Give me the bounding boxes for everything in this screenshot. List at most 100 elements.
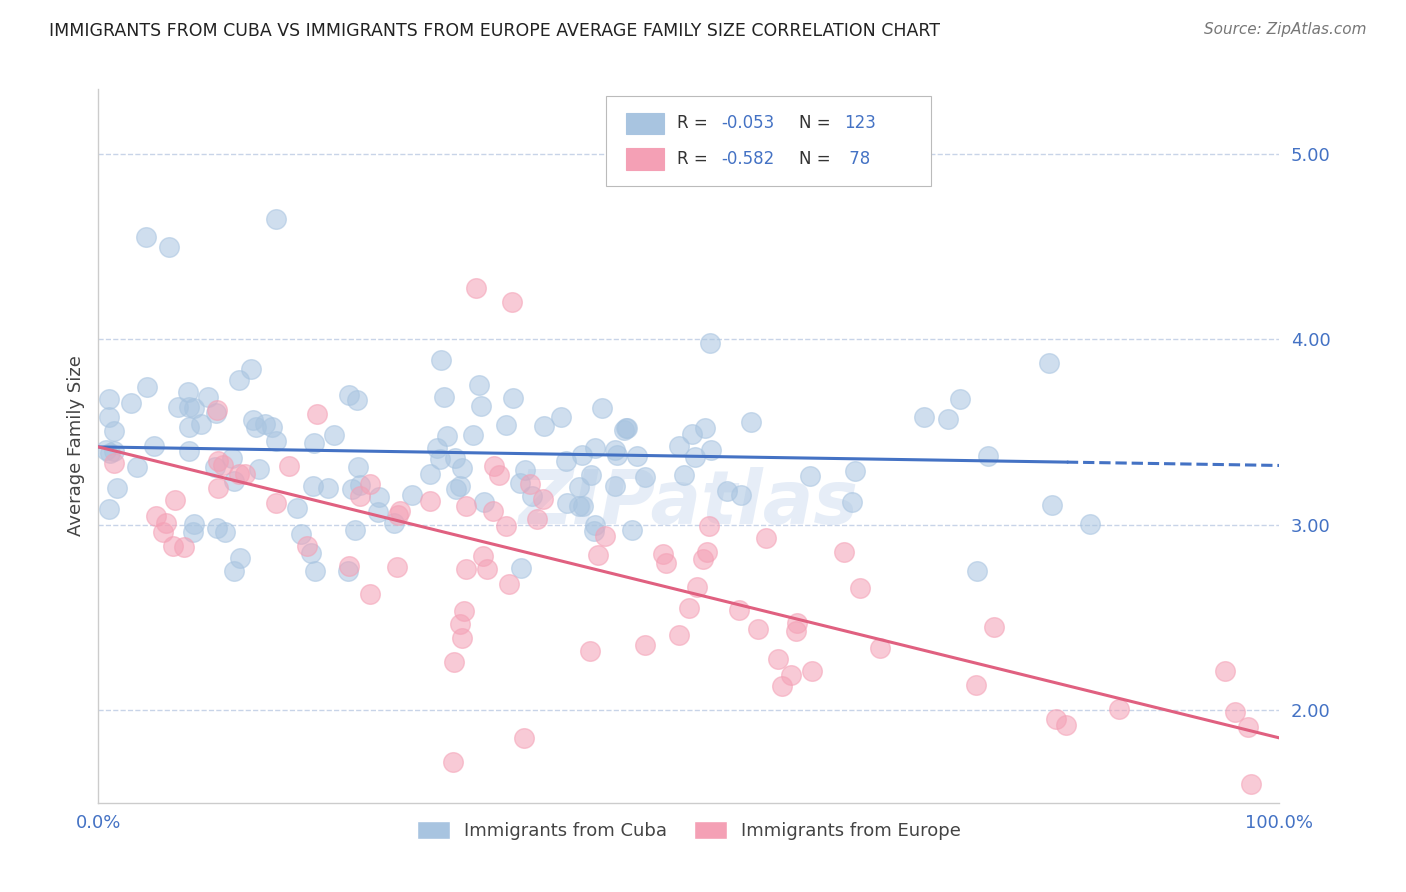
Point: [444, 482, 467, 496]
Point: [344, 524, 367, 538]
Point: [484, 459, 506, 474]
Point: [183, 401, 205, 415]
Point: [295, 539, 318, 553]
Point: [498, 577, 520, 591]
Point: [179, 420, 201, 434]
Point: [755, 531, 778, 545]
Point: [454, 499, 477, 513]
Point: [651, 547, 673, 561]
Point: [290, 526, 312, 541]
Point: [419, 467, 441, 482]
Point: [633, 470, 655, 484]
Point: [382, 516, 405, 531]
Point: [668, 628, 690, 642]
Point: [912, 410, 935, 425]
Point: [699, 443, 721, 458]
Point: [346, 460, 368, 475]
FancyBboxPatch shape: [606, 96, 931, 186]
Point: [449, 479, 471, 493]
Point: [233, 467, 256, 482]
Point: [190, 417, 212, 431]
Point: [696, 545, 718, 559]
Point: [264, 211, 287, 226]
Point: [583, 518, 606, 533]
Point: [1040, 498, 1063, 512]
Point: [337, 388, 360, 402]
Point: [205, 406, 228, 420]
Point: [212, 458, 235, 473]
Point: [157, 240, 180, 254]
Point: [965, 678, 987, 692]
Point: [465, 280, 488, 294]
Point: [1078, 516, 1101, 531]
Point: [299, 545, 322, 559]
Point: [571, 449, 593, 463]
Text: -0.053: -0.053: [721, 114, 775, 132]
Point: [949, 392, 972, 406]
Point: [429, 353, 451, 368]
Point: [699, 336, 721, 351]
Point: [849, 581, 872, 595]
Point: [229, 551, 252, 566]
Point: [488, 468, 510, 483]
Point: [183, 525, 205, 540]
Point: [716, 484, 738, 499]
Point: [183, 517, 205, 532]
Point: [603, 479, 626, 493]
Point: [501, 295, 523, 310]
Point: [1223, 705, 1246, 719]
Point: [519, 477, 541, 491]
Point: [450, 460, 472, 475]
Point: [242, 413, 264, 427]
Point: [727, 603, 749, 617]
Point: [621, 523, 644, 537]
Point: [578, 644, 600, 658]
Point: [429, 451, 451, 466]
Point: [207, 481, 229, 495]
Point: [533, 492, 555, 507]
Text: N =: N =: [799, 114, 835, 132]
Text: N =: N =: [799, 150, 835, 168]
Point: [453, 604, 475, 618]
Point: [155, 516, 177, 530]
Point: [481, 504, 503, 518]
Point: [304, 564, 326, 578]
Point: [1213, 664, 1236, 678]
Point: [495, 519, 517, 533]
Point: [179, 401, 201, 415]
Point: [1038, 356, 1060, 370]
Point: [322, 428, 344, 442]
Point: [513, 462, 536, 476]
Point: [340, 482, 363, 496]
Point: [626, 449, 648, 463]
Point: [655, 556, 678, 570]
Point: [436, 429, 458, 443]
Point: [512, 731, 534, 745]
Text: 78: 78: [844, 150, 870, 168]
Point: [550, 409, 572, 424]
Point: [678, 601, 700, 615]
Point: [228, 373, 250, 387]
Point: [98, 409, 121, 424]
Point: [495, 418, 517, 433]
Point: [936, 412, 959, 426]
Point: [456, 562, 478, 576]
Y-axis label: Average Family Size: Average Family Size: [66, 356, 84, 536]
Point: [502, 392, 524, 406]
Point: [683, 450, 706, 464]
Point: [606, 448, 628, 462]
Point: [555, 454, 578, 468]
Point: [450, 631, 472, 645]
Bar: [626, 112, 664, 134]
Point: [740, 415, 762, 429]
Point: [768, 652, 790, 666]
Point: [173, 540, 195, 554]
Point: [770, 679, 793, 693]
Point: [673, 468, 696, 483]
Point: [470, 399, 492, 413]
Point: [443, 451, 465, 466]
Point: [103, 424, 125, 438]
Point: [471, 549, 494, 564]
Point: [339, 558, 361, 573]
Point: [359, 477, 381, 491]
